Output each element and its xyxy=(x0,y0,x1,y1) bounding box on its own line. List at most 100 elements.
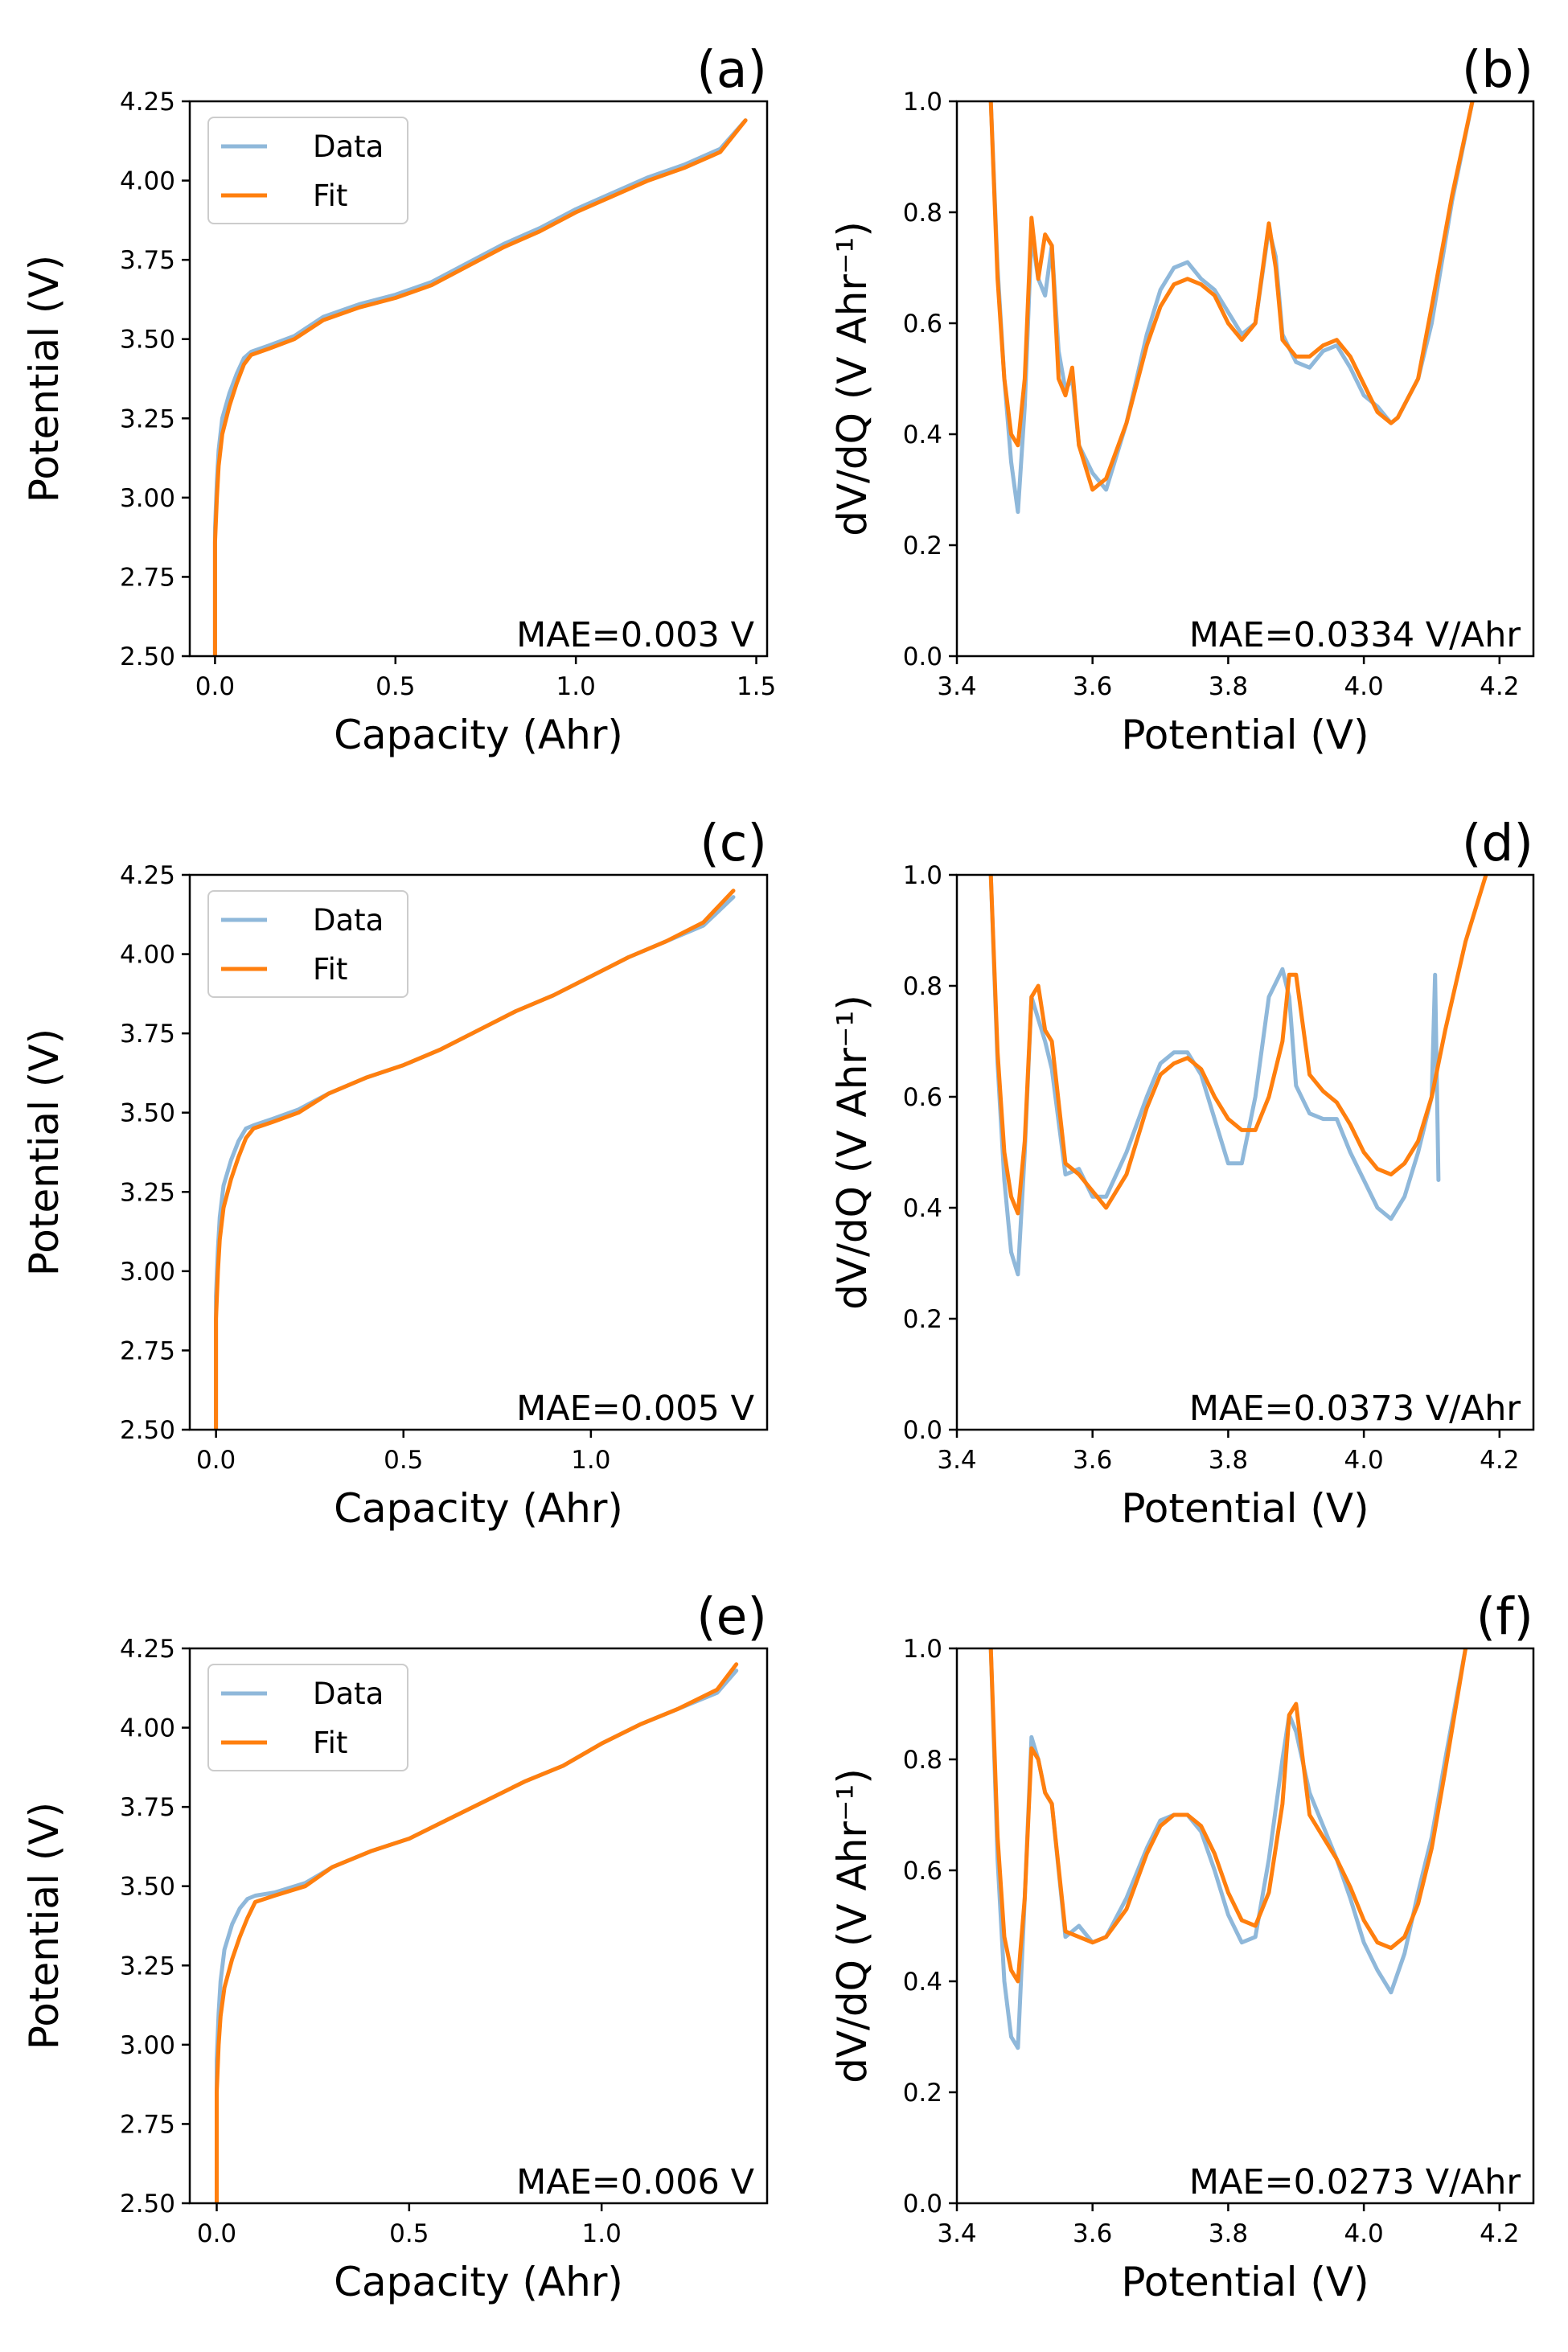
y-tick-label-e: 3.25 xyxy=(120,1952,175,1981)
y-tick-label-e: 2.75 xyxy=(120,2110,175,2139)
series-line-data-b xyxy=(988,101,1475,515)
mae-annotation-f: MAE=0.0273 V/Ahr xyxy=(1189,2162,1521,2202)
legend-c: Data Fit xyxy=(207,890,408,998)
x-tick-label-d: 4.0 xyxy=(1344,1446,1383,1475)
x-axis-label-c: Capacity (Ahr) xyxy=(334,1485,623,1532)
x-tick-label-b: 3.6 xyxy=(1073,672,1112,701)
y-axis-label-e: Potential (V) xyxy=(21,1802,68,2050)
panel-label-d: (d) xyxy=(1462,814,1533,872)
x-tick-label-a: 1.0 xyxy=(556,672,596,701)
y-tick-label-b: 0.0 xyxy=(903,642,942,671)
y-tick-label-d: 0.6 xyxy=(903,1083,942,1112)
panel-a: 0.0 0.5 1.0 1.5 2.50 2.75 3.00 3.25 3.50 3.75 4.00… xyxy=(21,40,776,758)
y-tick-label-b: 0.8 xyxy=(903,199,942,228)
y-tick-label-f: 0.4 xyxy=(903,1968,942,1997)
panel-d: 3.4 3.6 3.8 4.0 4.2 0.0 0.2 0.4 0.6 0.8 1.0 Potenti… xyxy=(829,814,1535,1532)
y-tick-label-c: 4.00 xyxy=(120,941,175,970)
y-tick-label-c: 3.50 xyxy=(120,1099,175,1128)
x-axis-label-a: Capacity (Ahr) xyxy=(334,712,623,758)
series-line-fit-d xyxy=(988,875,1488,1216)
mae-annotation-e: MAE=0.006 V xyxy=(516,2162,754,2202)
x-tick-label-f: 4.2 xyxy=(1480,2219,1519,2248)
y-tick-label-d: 0.0 xyxy=(903,1416,942,1445)
y-tick-label-d: 0.8 xyxy=(903,972,942,1001)
panel-e: 0.0 0.5 1.0 2.50 2.75 3.00 3.25 3.50 3.75 4.00 4.2… xyxy=(21,1587,769,2305)
series-line-fit-e xyxy=(215,1662,739,2203)
y-tick-label-e: 4.25 xyxy=(120,1635,175,1664)
y-tick-label-b: 0.6 xyxy=(903,310,942,339)
panel-b: 3.4 3.6 3.8 4.0 4.2 0.0 0.2 0.4 0.6 0.8 1.0 Potenti… xyxy=(829,40,1535,758)
legend-a: Data Fit xyxy=(207,117,408,224)
x-tick-label-f: 3.4 xyxy=(937,2219,976,2248)
panel-f: 3.4 3.6 3.8 4.0 4.2 0.0 0.2 0.4 0.6 0.8 1.0 Potenti… xyxy=(829,1587,1535,2305)
x-tick-label-c: 0.0 xyxy=(196,1446,236,1475)
panel-label-b: (b) xyxy=(1462,40,1533,99)
x-tick-label-f: 3.8 xyxy=(1209,2219,1248,2248)
y-axis-label-f: dV/dQ (V Ahr⁻¹) xyxy=(829,1768,876,2083)
legend-label-data: Data xyxy=(313,903,384,938)
y-tick-label-e: 2.50 xyxy=(120,2190,175,2219)
y-tick-label-a: 3.50 xyxy=(120,326,175,355)
y-tick-label-b: 0.2 xyxy=(903,532,942,560)
x-tick-label-b: 3.4 xyxy=(937,672,976,701)
x-tick-label-d: 3.4 xyxy=(937,1446,976,1475)
x-tick-label-b: 3.8 xyxy=(1209,672,1248,701)
y-tick-label-c: 4.25 xyxy=(120,861,175,890)
x-tick-label-d: 3.8 xyxy=(1209,1446,1248,1475)
y-tick-label-e: 4.00 xyxy=(120,1714,175,1743)
series-line-fit-a xyxy=(212,118,748,656)
y-tick-label-d: 1.0 xyxy=(903,861,942,890)
plot-frame-a xyxy=(188,100,769,658)
x-axis-label-e: Capacity (Ahr) xyxy=(334,2259,623,2305)
panel-label-e: (e) xyxy=(696,1587,767,1646)
y-tick-label-d: 0.2 xyxy=(903,1305,942,1334)
panel-label-f: (f) xyxy=(1476,1587,1533,1646)
x-tick-label-c: 1.0 xyxy=(571,1446,610,1475)
y-tick-label-a: 4.00 xyxy=(120,167,175,196)
series-line-fit-b xyxy=(988,101,1475,492)
series-line-data-a xyxy=(212,118,748,656)
y-tick-label-a: 2.50 xyxy=(120,642,175,671)
x-tick-label-b: 4.0 xyxy=(1344,672,1383,701)
x-tick-label-a: 0.0 xyxy=(195,672,235,701)
x-tick-label-f: 3.6 xyxy=(1073,2219,1112,2248)
x-tick-label-e: 1.0 xyxy=(582,2219,622,2248)
y-tick-label-e: 3.50 xyxy=(120,1873,175,1902)
y-axis-label-c: Potential (V) xyxy=(21,1028,68,1276)
y-tick-label-c: 3.00 xyxy=(120,1258,175,1287)
x-axis-label-d: Potential (V) xyxy=(1121,1485,1369,1532)
y-tick-label-b: 0.4 xyxy=(903,421,942,449)
plot-frame-e xyxy=(188,1647,769,2205)
mae-annotation-d: MAE=0.0373 V/Ahr xyxy=(1189,1389,1521,1429)
series-line-fit-f xyxy=(988,1648,1468,1984)
x-tick-label-e: 0.0 xyxy=(197,2219,236,2248)
legend-label-data: Data xyxy=(313,129,384,164)
x-axis-label-f: Potential (V) xyxy=(1121,2259,1369,2305)
legend-label-fit: Fit xyxy=(313,1726,347,1760)
legend-e: Data Fit xyxy=(207,1664,408,1771)
y-tick-label-d: 0.4 xyxy=(903,1194,942,1223)
y-tick-label-a: 3.00 xyxy=(120,484,175,513)
y-tick-label-a: 3.75 xyxy=(120,246,175,275)
panel-label-a: (a) xyxy=(696,40,767,99)
plot-frame-c xyxy=(188,873,769,1431)
y-tick-label-a: 4.25 xyxy=(120,88,175,117)
x-tick-label-d: 4.2 xyxy=(1480,1446,1519,1475)
y-tick-label-f: 0.6 xyxy=(903,1857,942,1886)
x-tick-label-a: 1.5 xyxy=(737,672,776,701)
y-tick-label-c: 2.50 xyxy=(120,1416,175,1445)
legend-label-fit: Fit xyxy=(313,952,347,987)
y-tick-label-f: 0.2 xyxy=(903,2079,942,2108)
y-tick-label-f: 0.0 xyxy=(903,2190,942,2219)
panel-c: 0.0 0.5 1.0 2.50 2.75 3.00 3.25 3.50 3.75 4.00 4.2… xyxy=(21,814,769,1532)
legend-label-fit: Fit xyxy=(313,179,347,213)
y-tick-label-a: 2.75 xyxy=(120,563,175,592)
series-line-fit-c xyxy=(214,889,736,1430)
legend-label-data: Data xyxy=(313,1677,384,1711)
y-tick-label-a: 3.25 xyxy=(120,404,175,433)
panel-label-c: (c) xyxy=(700,814,767,872)
x-tick-label-e: 0.5 xyxy=(389,2219,429,2248)
x-tick-label-f: 4.0 xyxy=(1344,2219,1383,2248)
x-tick-label-d: 3.6 xyxy=(1073,1446,1112,1475)
y-axis-label-d: dV/dQ (V Ahr⁻¹) xyxy=(829,995,876,1310)
